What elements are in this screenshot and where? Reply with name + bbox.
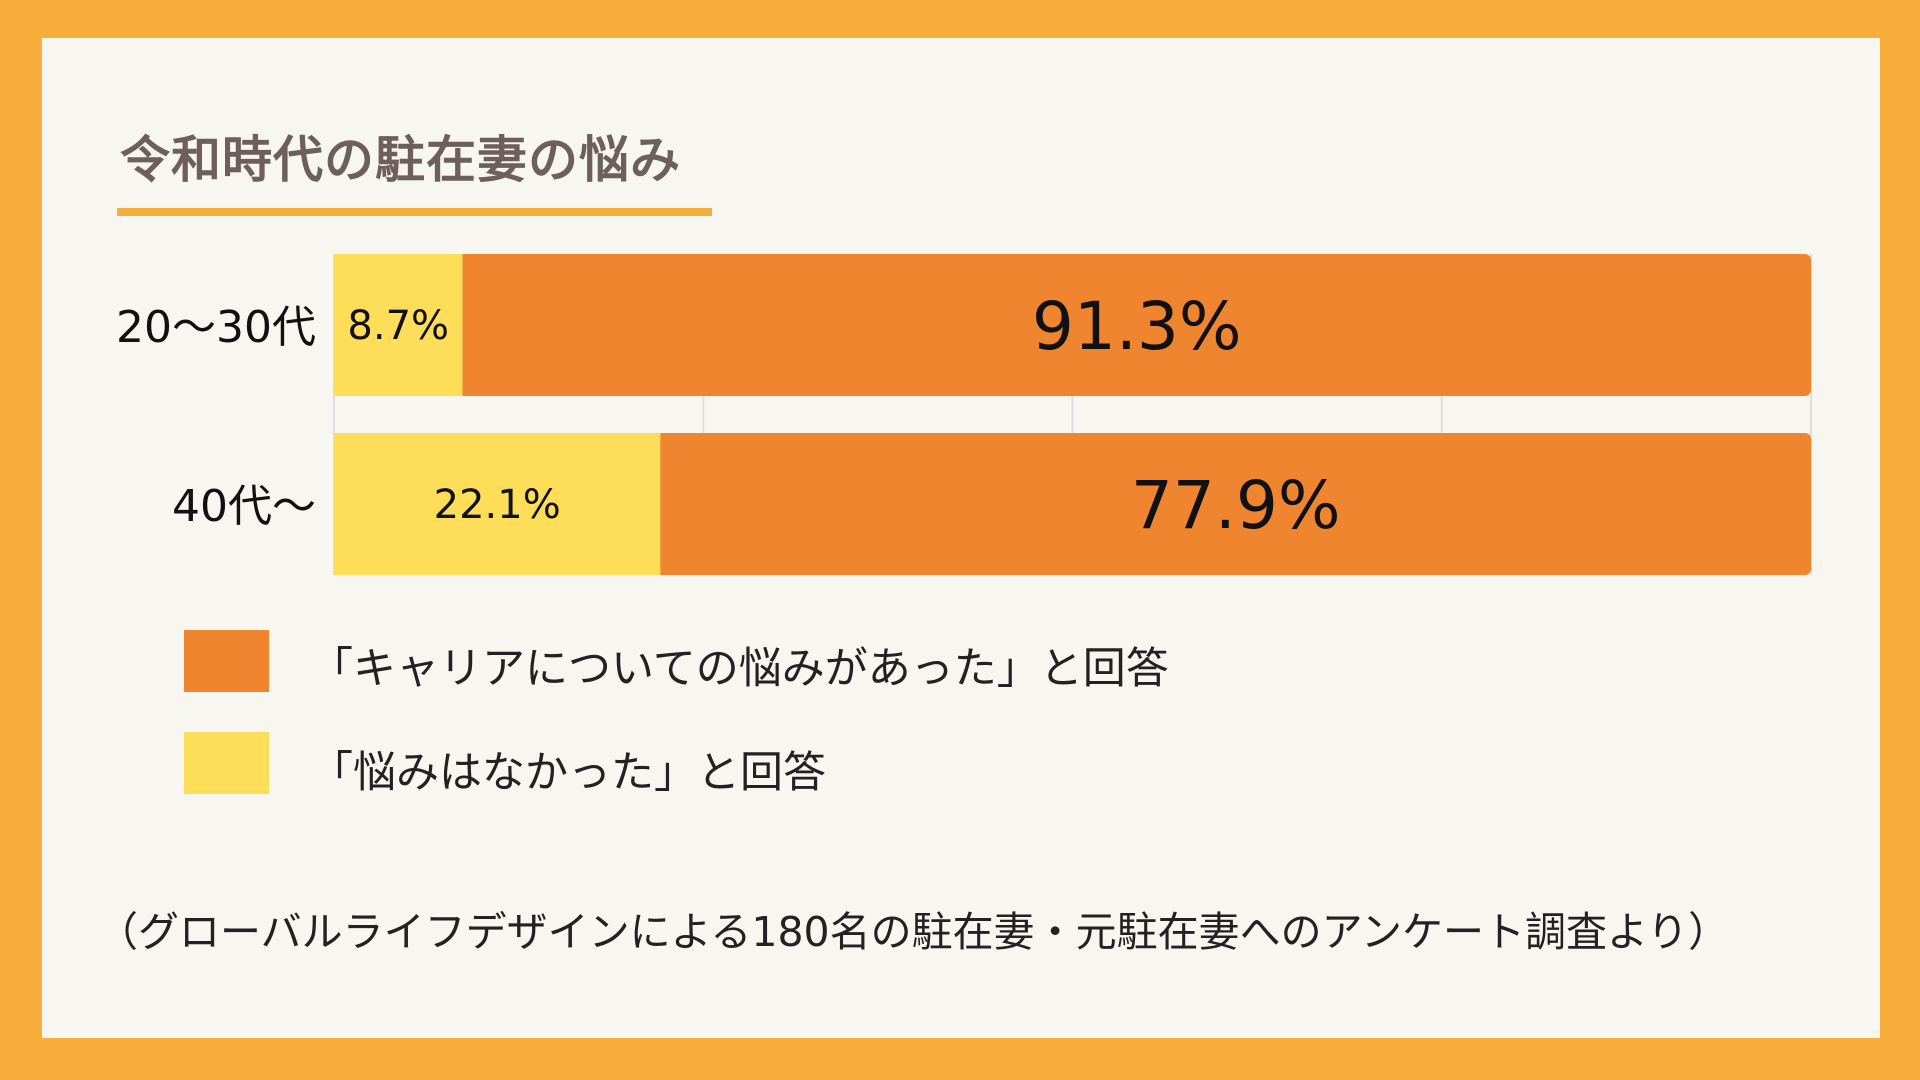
title-underline xyxy=(117,208,712,216)
bar-segment-join xyxy=(660,433,673,575)
legend-label-none: 「悩みはなかった」と回答 xyxy=(310,748,826,798)
data-label: 77.9% xyxy=(1131,467,1341,544)
data-label: 22.1% xyxy=(434,482,561,528)
category-label: 20〜30代 xyxy=(116,302,316,353)
legend-swatch-none xyxy=(184,732,269,794)
legend-swatch-career xyxy=(184,630,269,692)
legend-label-career: 「キャリアについての悩みがあった」と回答 xyxy=(310,644,1169,694)
stacked-bar-chart: 20〜30代 8.7% 91.3% 40代〜 22.1% 77.9% xyxy=(116,254,1812,575)
category-label: 40代〜 xyxy=(172,481,316,532)
source-note: （グローバルライフデザインによる180名の駐在妻・元駐在妻へのアンケート調査より… xyxy=(97,908,1730,956)
chart-title: 令和時代の駐在妻の悩み xyxy=(120,131,681,189)
bar-segment xyxy=(334,254,463,396)
bar-segment xyxy=(660,433,1811,575)
bar-segment-join xyxy=(462,254,475,396)
chart-card: 令和時代の駐在妻の悩み 20〜30代 8.7% 91.3% 40代〜 22.1% 77.9… xyxy=(42,38,1880,1038)
bar-segment xyxy=(334,433,661,575)
data-label: 8.7% xyxy=(347,303,449,349)
bar-segment xyxy=(462,254,1811,396)
data-label: 91.3% xyxy=(1032,288,1242,365)
